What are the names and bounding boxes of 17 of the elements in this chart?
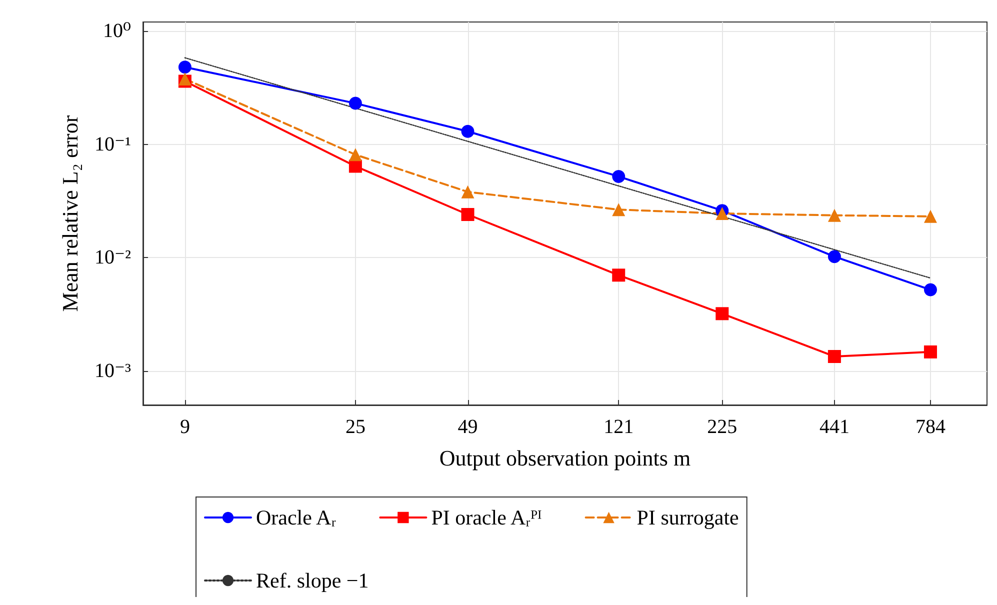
- x-tick-label: 784: [915, 416, 946, 438]
- y-tick-label: 10⁻³: [94, 360, 131, 382]
- x-tick-label: 49: [458, 416, 478, 438]
- x-tick-label: 441: [819, 416, 850, 438]
- x-tick-label: 25: [345, 416, 366, 438]
- legend-label: PI oracle Aᵣᴾᴵ: [431, 506, 542, 530]
- legend-label: Ref. slope −1: [256, 568, 369, 592]
- x-tick-label: 9: [180, 416, 190, 438]
- y-tick-label: 10⁰: [102, 20, 131, 42]
- legend-label: PI surrogate: [636, 506, 739, 530]
- x-axis-title: Output observation points m: [439, 446, 691, 470]
- y-tick-label: 10⁻²: [94, 246, 131, 269]
- y-tick-label: 10⁻¹: [94, 133, 131, 156]
- y-axis-title: Mean relative L₂ error: [58, 114, 82, 312]
- legend-label: Oracle Aᵣ: [256, 506, 336, 530]
- x-tick-label: 225: [707, 416, 738, 438]
- x-tick-label: 121: [604, 416, 634, 438]
